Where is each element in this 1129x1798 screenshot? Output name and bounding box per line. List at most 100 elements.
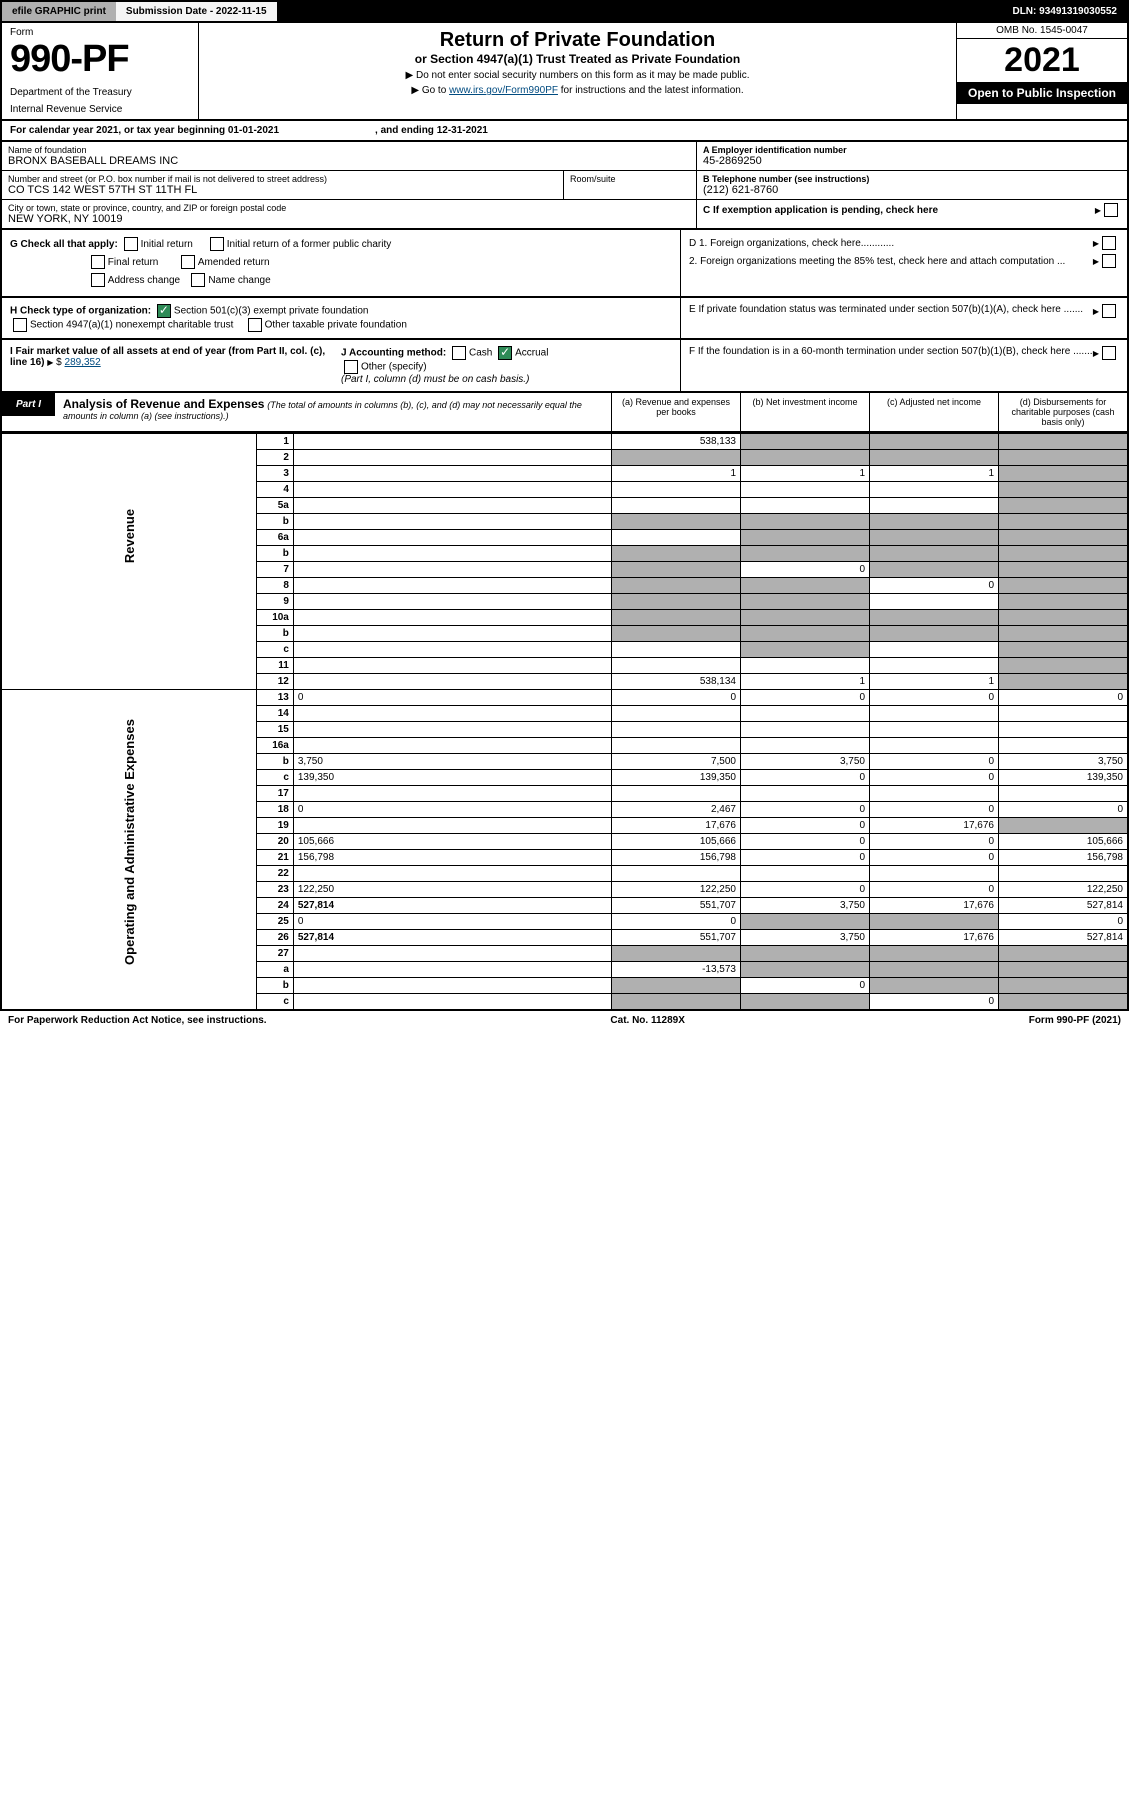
line-value-a: 0 xyxy=(612,914,741,930)
f-checkbox[interactable] xyxy=(1102,346,1116,360)
line-value-b: 1 xyxy=(741,674,870,690)
line-value-d xyxy=(999,786,1129,802)
line-number: 8 xyxy=(256,578,293,594)
line-value-b: 0 xyxy=(741,818,870,834)
line-value-a: 139,350 xyxy=(612,770,741,786)
g-address-change[interactable] xyxy=(91,273,105,287)
efile-graphic-print[interactable]: efile GRAPHIC print xyxy=(2,2,116,21)
line-value-c xyxy=(870,434,999,450)
line-value-b xyxy=(741,626,870,642)
e-checkbox[interactable] xyxy=(1102,304,1116,318)
line-value-b: 1 xyxy=(741,466,870,482)
line-description xyxy=(293,514,611,530)
cal-year-end: , and ending 12-31-2021 xyxy=(367,121,496,140)
g-amended[interactable] xyxy=(181,255,195,269)
section-g-d: G Check all that apply: Initial return I… xyxy=(0,230,1129,298)
d1-checkbox[interactable] xyxy=(1102,236,1116,250)
section-h-e: H Check type of organization: Section 50… xyxy=(0,298,1129,340)
open-to-public: Open to Public Inspection xyxy=(957,82,1127,104)
name-label: Name of foundation xyxy=(8,145,690,155)
g-opt4: Amended return xyxy=(198,257,270,268)
line-description: 0 xyxy=(293,914,611,930)
section-f: F If the foundation is in a 60-month ter… xyxy=(680,340,1127,391)
line-value-d xyxy=(999,626,1129,642)
g-opt2: Address change xyxy=(108,275,180,286)
section-i-j: I Fair market value of all assets at end… xyxy=(2,340,680,391)
line-value-b xyxy=(741,610,870,626)
line-value-a xyxy=(612,978,741,994)
g-name-change[interactable] xyxy=(191,273,205,287)
col-d-header: (d) Disbursements for charitable purpose… xyxy=(999,393,1127,431)
line-value-c xyxy=(870,738,999,754)
line-value-d xyxy=(999,658,1129,674)
h-501c3-checkbox[interactable] xyxy=(157,304,171,318)
line-value-c xyxy=(870,786,999,802)
line-value-a xyxy=(612,738,741,754)
line-value-b xyxy=(741,594,870,610)
line-value-d xyxy=(999,578,1129,594)
expenses-side-label: Operating and Administrative Expenses xyxy=(1,690,256,1011)
line-description: 527,814 xyxy=(293,930,611,946)
line-value-d xyxy=(999,562,1129,578)
h-4947-checkbox[interactable] xyxy=(13,318,27,332)
line-value-a xyxy=(612,562,741,578)
instr-pre: ▶ Go to xyxy=(411,85,449,96)
line-number: c xyxy=(256,994,293,1011)
j-cash-checkbox[interactable] xyxy=(452,346,466,360)
h-other-checkbox[interactable] xyxy=(248,318,262,332)
d2-checkbox[interactable] xyxy=(1102,254,1116,268)
line-value-a xyxy=(612,642,741,658)
section-e: E If private foundation status was termi… xyxy=(680,298,1127,338)
line-value-c xyxy=(870,530,999,546)
line-value-b xyxy=(741,722,870,738)
fmv-value[interactable]: 289,352 xyxy=(65,357,101,368)
tel-label: B Telephone number (see instructions) xyxy=(703,174,1121,184)
foundation-name-cell: Name of foundation BRONX BASEBALL DREAMS… xyxy=(2,142,696,171)
g-label: G Check all that apply: xyxy=(10,239,118,250)
line-value-d xyxy=(999,546,1129,562)
line-description xyxy=(293,866,611,882)
line-number: 10a xyxy=(256,610,293,626)
irs-url-link[interactable]: www.irs.gov/Form990PF xyxy=(449,85,558,96)
line-value-b xyxy=(741,914,870,930)
city-label: City or town, state or province, country… xyxy=(8,203,690,213)
j-accrual-checkbox[interactable] xyxy=(498,346,512,360)
foundation-address: CO TCS 142 WEST 57TH ST 11TH FL xyxy=(8,184,557,196)
c-checkbox[interactable] xyxy=(1104,203,1118,217)
line-value-d xyxy=(999,642,1129,658)
line-number: 5a xyxy=(256,498,293,514)
line-value-b: 0 xyxy=(741,978,870,994)
omb-number: OMB No. 1545-0047 xyxy=(957,23,1127,39)
d2-label: 2. Foreign organizations meeting the 85%… xyxy=(689,256,1065,267)
line-value-c xyxy=(870,658,999,674)
line-description xyxy=(293,722,611,738)
foundation-city: NEW YORK, NY 10019 xyxy=(8,213,690,225)
line-description xyxy=(293,994,611,1011)
submission-date: Submission Date - 2022-11-15 xyxy=(116,2,277,21)
line-value-a: 156,798 xyxy=(612,850,741,866)
g-final-return[interactable] xyxy=(91,255,105,269)
line-value-b xyxy=(741,498,870,514)
header-right: OMB No. 1545-0047 2021 Open to Public In… xyxy=(956,23,1127,119)
line-value-d xyxy=(999,818,1129,834)
line-value-b: 0 xyxy=(741,834,870,850)
line-description xyxy=(293,658,611,674)
address-cell: Number and street (or P.O. box number if… xyxy=(2,171,564,200)
line-description: 527,814 xyxy=(293,898,611,914)
j-other-checkbox[interactable] xyxy=(344,360,358,374)
line-value-b xyxy=(741,434,870,450)
room-label: Room/suite xyxy=(570,174,690,184)
g-initial-return[interactable] xyxy=(124,237,138,251)
line-value-c: 17,676 xyxy=(870,818,999,834)
line-value-c xyxy=(870,498,999,514)
line-value-b: 0 xyxy=(741,690,870,706)
line-value-c xyxy=(870,962,999,978)
line-value-b xyxy=(741,866,870,882)
h-opt2: Section 4947(a)(1) nonexempt charitable … xyxy=(30,320,233,331)
g-initial-former[interactable] xyxy=(210,237,224,251)
line-value-a xyxy=(612,722,741,738)
line-value-c xyxy=(870,610,999,626)
line-description xyxy=(293,530,611,546)
line-description xyxy=(293,738,611,754)
line-value-d xyxy=(999,466,1129,482)
